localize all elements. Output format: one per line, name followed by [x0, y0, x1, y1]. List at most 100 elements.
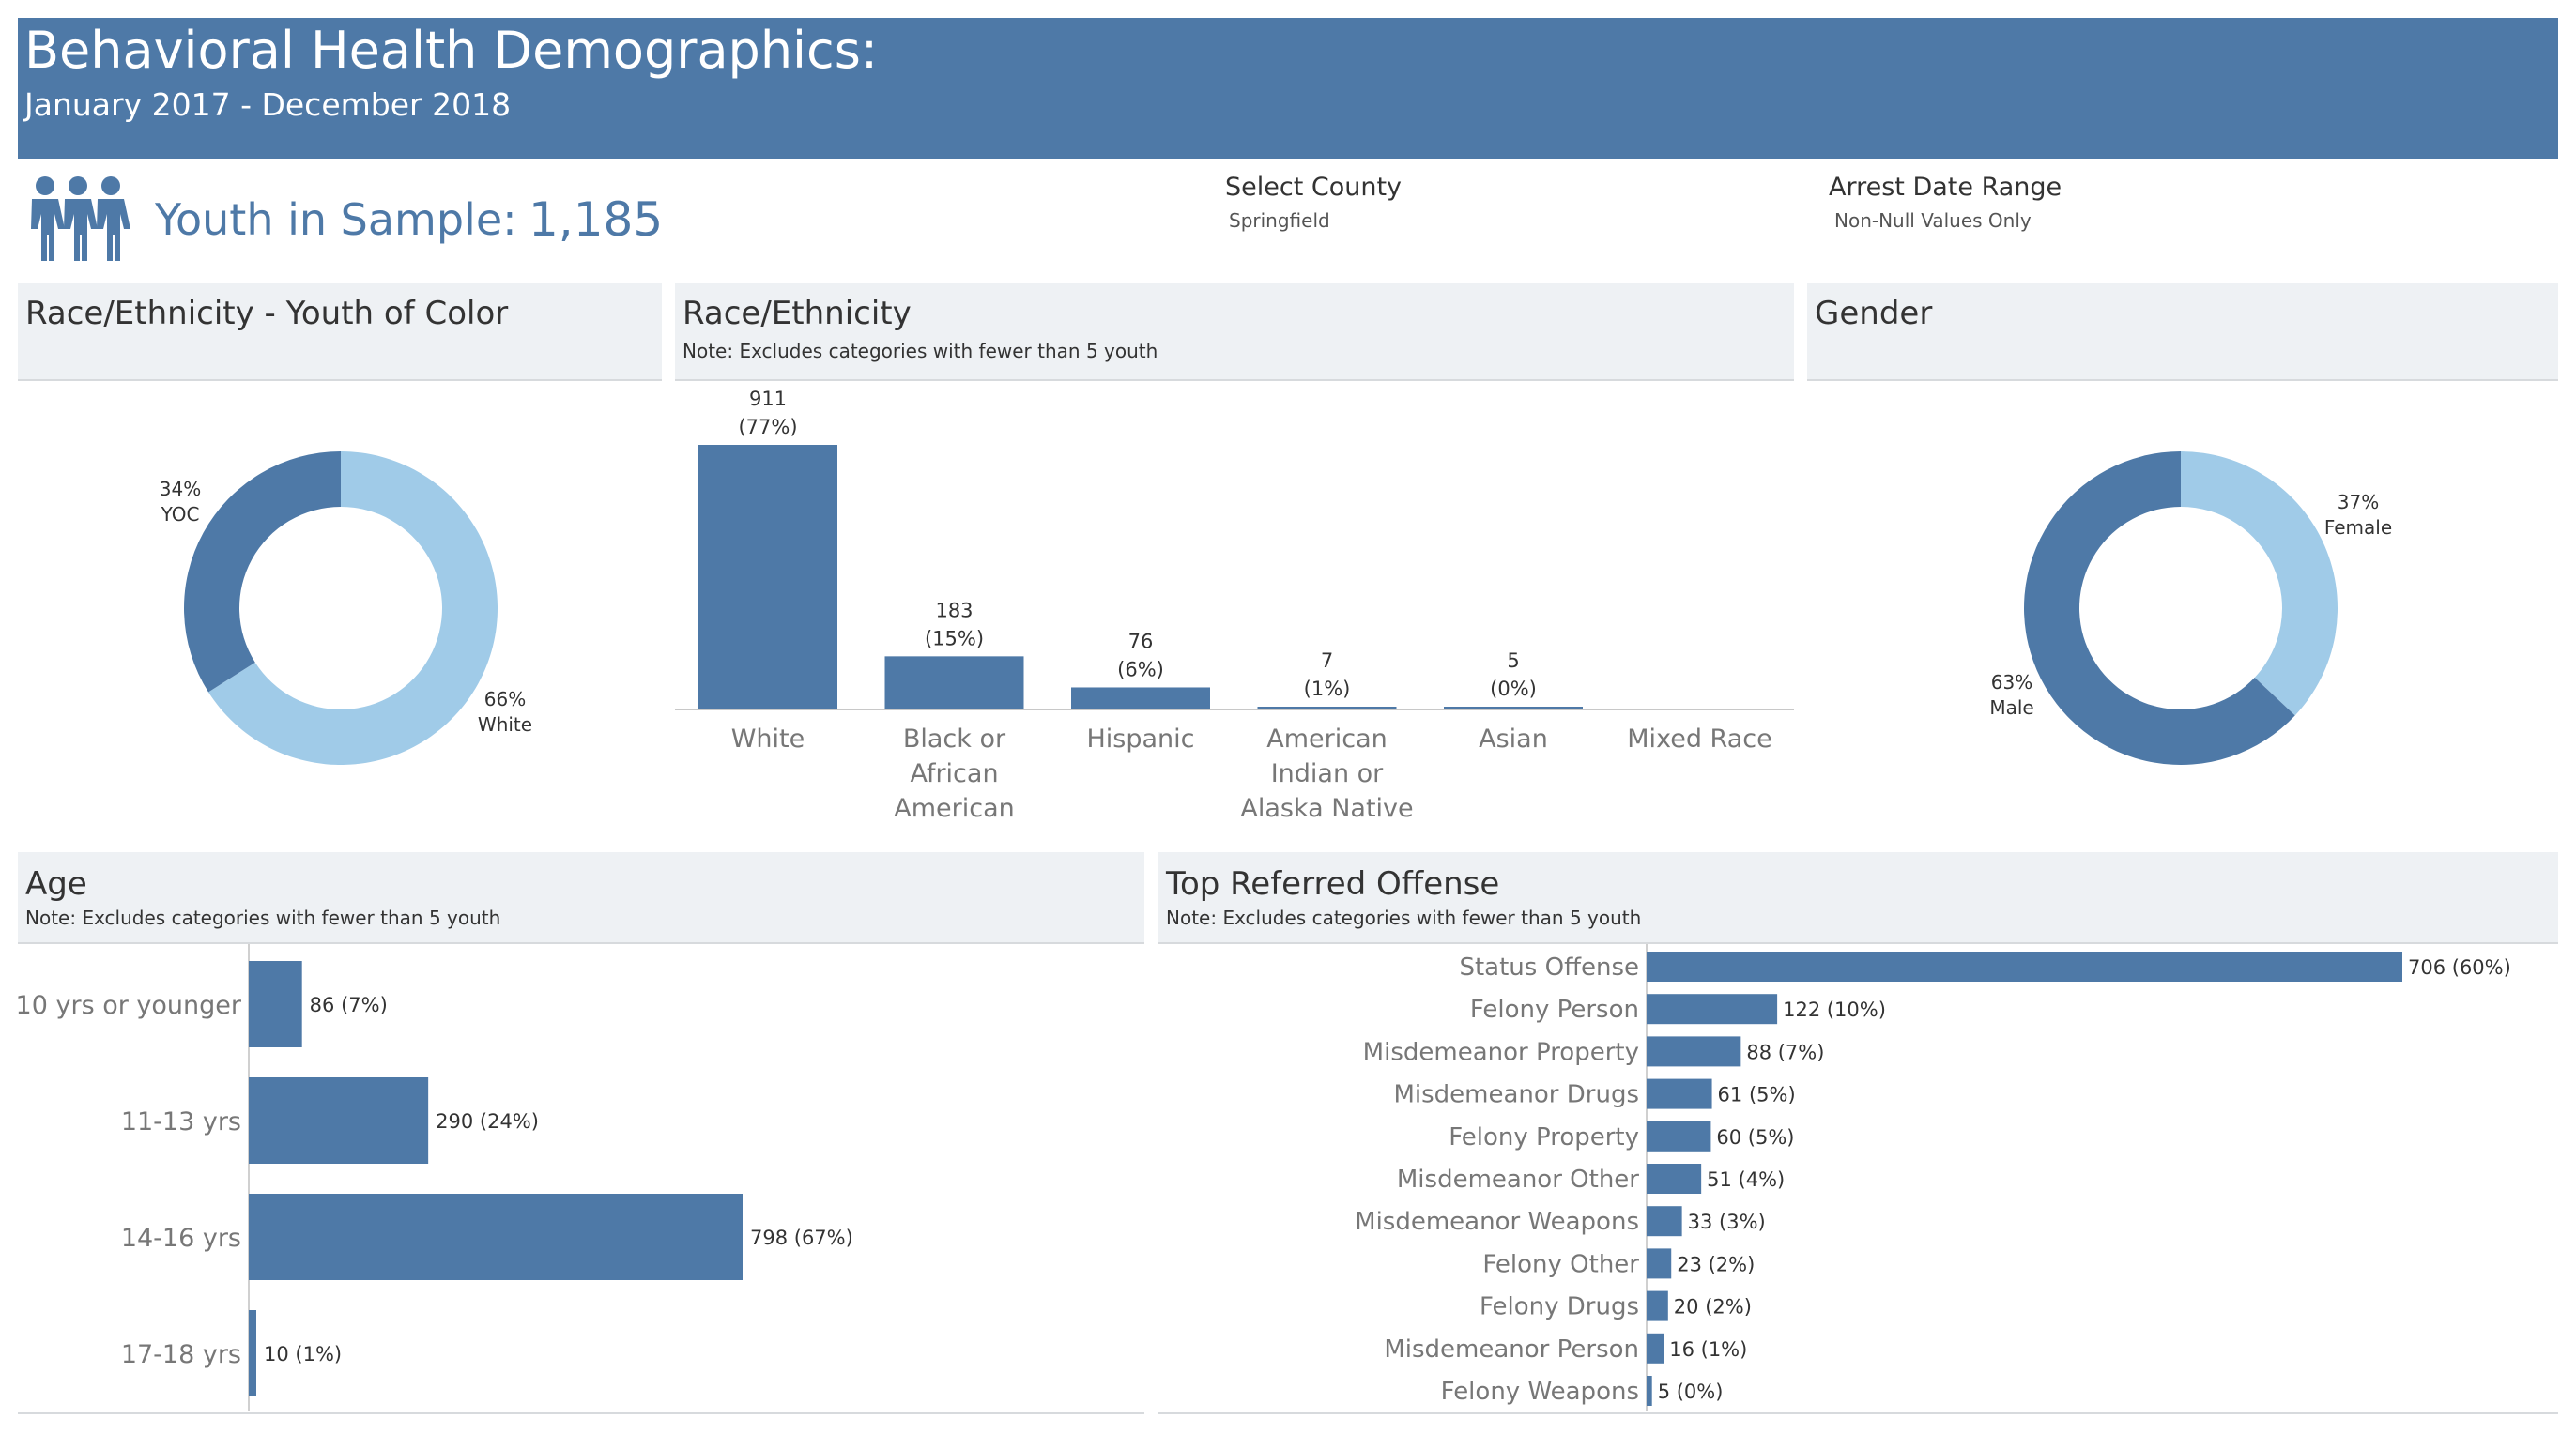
race-category-label: Alaska Native	[1240, 794, 1413, 823]
donut-slice-yoc[interactable]	[184, 451, 341, 693]
age-bar-chart: 10 yrs or younger 86 (7%) 11-13 yrs 290 (24…	[18, 944, 853, 1411]
offense-bar[interactable]	[1647, 1333, 1664, 1364]
offense-category-label: Felony Weapons	[1441, 1378, 1639, 1406]
race-category-label: American	[894, 794, 1015, 823]
kpi-value: 1,185	[529, 192, 664, 247]
date-range-filter[interactable]: Arrest Date Range Non-Null Values Only	[1829, 173, 2062, 232]
race-category-label: American	[1266, 725, 1388, 754]
dashboard-subtitle: January 2017 - December 2018	[24, 86, 512, 123]
offense-bar-label: 88 (7%)	[1746, 1041, 1824, 1063]
race-bar[interactable]	[1444, 707, 1583, 709]
race-category-label: Indian or	[1271, 759, 1384, 788]
offense-bar[interactable]	[1647, 1376, 1652, 1406]
age-category-label: 17-18 yrs	[121, 1340, 241, 1369]
race-panel-note: Note: Excludes categories with fewer tha…	[682, 340, 1158, 362]
race-bar-pct: (15%)	[925, 627, 984, 649]
offense-category-label: Felony Drugs	[1480, 1293, 1639, 1321]
race-bar[interactable]	[884, 656, 1024, 709]
race-bar[interactable]	[1071, 687, 1210, 709]
race-bar-value: 76	[1128, 630, 1154, 652]
age-panel-note: Note: Excludes categories with fewer tha…	[25, 907, 501, 929]
offense-bar[interactable]	[1647, 1290, 1668, 1321]
race-bar-pct: (6%)	[1117, 658, 1164, 680]
race-bar[interactable]	[698, 445, 837, 709]
header-banner	[18, 18, 2558, 159]
age-bar[interactable]	[249, 961, 302, 1047]
offense-bar-chart: Status Offense 706 (60%) Felony Person 122 …	[1355, 944, 2511, 1411]
race-bar[interactable]	[1257, 707, 1397, 709]
offense-category-label: Felony Person	[1470, 996, 1639, 1024]
age-bar[interactable]	[249, 1310, 256, 1396]
offense-bar[interactable]	[1647, 994, 1778, 1025]
age-category-label: 11-13 yrs	[121, 1107, 241, 1137]
county-filter-value[interactable]: Springfield	[1229, 209, 1330, 232]
offense-bar-label: 706 (60%)	[2408, 956, 2511, 979]
offense-bar-label: 16 (1%)	[1669, 1338, 1747, 1361]
donut-pct-label: 63%	[1991, 671, 2032, 694]
offense-category-label: Misdemeanor Property	[1363, 1038, 1639, 1066]
people-group-icon	[31, 176, 130, 261]
age-bar[interactable]	[249, 1194, 743, 1280]
age-bar[interactable]	[249, 1077, 429, 1164]
offense-bar[interactable]	[1647, 1248, 1672, 1279]
age-bar-label: 798 (67%)	[750, 1227, 853, 1249]
yoc-panel-header: Race/Ethnicity - Youth of Color	[18, 283, 662, 381]
race-category-label: White	[731, 725, 805, 754]
offense-bar-label: 51 (4%)	[1707, 1168, 1785, 1191]
offense-bar[interactable]	[1647, 1078, 1712, 1109]
offense-category-label: Status Offense	[1459, 953, 1639, 982]
donut-name-label: Male	[1989, 696, 2033, 719]
offense-category-label: Misdemeanor Weapons	[1355, 1208, 1639, 1236]
donut-pct-label: 37%	[2338, 491, 2379, 513]
gender-donut-chart: 37% Female 63%Male	[1989, 451, 2392, 765]
age-category-label: 10 yrs or younger	[18, 991, 242, 1020]
donut-pct-label: 34%	[160, 478, 201, 500]
race-bar-chart: 911 (77%) White 183 (15%) Black or African Amer…	[675, 388, 1794, 823]
age-panel-header: Age Note: Excludes categories with fewer…	[18, 852, 1144, 944]
donut-slice-female[interactable]	[2181, 451, 2338, 716]
race-panel-title: Race/Ethnicity	[682, 295, 912, 332]
donut-name-label: White	[478, 713, 532, 736]
gender-panel-header: Gender	[1807, 283, 2558, 381]
race-bar-value: 911	[749, 388, 787, 410]
age-panel-title: Age	[25, 865, 87, 903]
offense-category-label: Misdemeanor Person	[1384, 1335, 1639, 1364]
offense-bar[interactable]	[1647, 1164, 1702, 1194]
dashboard-title: Behavioral Health Demographics:	[24, 21, 879, 80]
offense-bar-label: 20 (2%)	[1674, 1296, 1752, 1319]
donut-slice-white[interactable]	[207, 451, 498, 765]
race-category-label: African	[910, 759, 998, 788]
donut-name-label: Female	[2324, 516, 2392, 539]
race-category-label: Asian	[1479, 725, 1548, 754]
date-range-filter-value[interactable]: Non-Null Values Only	[1834, 209, 2032, 232]
offense-category-label: Misdemeanor Other	[1397, 1166, 1639, 1194]
donut-slice-male[interactable]	[2024, 451, 2295, 765]
offense-bar[interactable]	[1647, 1206, 1682, 1237]
county-filter[interactable]: Select County Springfield	[1225, 173, 1402, 232]
race-panel-header: Race/Ethnicity Note: Excludes categories…	[675, 283, 1794, 381]
race-bar-value: 183	[935, 599, 973, 621]
offense-bar-label: 5 (0%)	[1658, 1381, 1724, 1403]
county-filter-label: Select County	[1225, 173, 1403, 202]
offense-bar-label: 23 (2%)	[1677, 1253, 1755, 1275]
offense-panel-title: Top Referred Offense	[1166, 865, 1500, 903]
donut-pct-label: 66%	[484, 688, 526, 710]
age-panel-bottom-rule	[18, 1412, 1144, 1414]
offense-bar[interactable]	[1647, 1121, 1711, 1152]
age-bar-label: 10 (1%)	[264, 1343, 342, 1365]
gender-panel-title: Gender	[1815, 295, 1933, 332]
race-category-label: Black or	[903, 725, 1006, 754]
offense-panel-bottom-rule	[1158, 1412, 2558, 1414]
age-bar-label: 86 (7%)	[310, 994, 388, 1016]
offense-bar[interactable]	[1647, 952, 2402, 982]
age-category-label: 14-16 yrs	[121, 1224, 241, 1253]
offense-category-label: Felony Other	[1482, 1250, 1639, 1278]
kpi-label: Youth in Sample:	[155, 194, 517, 245]
offense-bar[interactable]	[1647, 1036, 1741, 1067]
date-range-filter-label: Arrest Date Range	[1829, 173, 2062, 202]
age-bar-label: 290 (24%)	[436, 1110, 539, 1133]
offense-bar-label: 122 (10%)	[1783, 999, 1886, 1021]
race-bar-pct: (77%)	[738, 416, 797, 438]
offense-panel-note: Note: Excludes categories with fewer tha…	[1166, 907, 1642, 929]
race-bar-pct: (1%)	[1304, 678, 1351, 700]
